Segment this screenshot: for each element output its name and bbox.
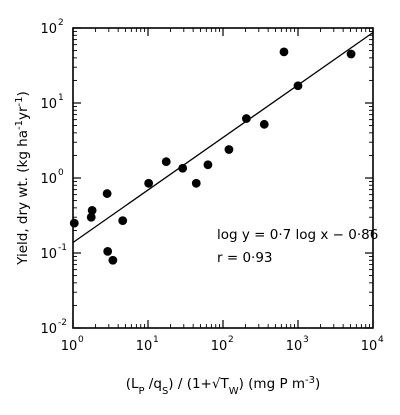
x-tick-exponent: 0: [78, 335, 84, 345]
data-point: [203, 160, 213, 170]
x-tick-label: 10: [211, 339, 228, 354]
data-point: [118, 216, 128, 226]
y-tick-label: 10: [40, 97, 57, 112]
axes: [72, 27, 374, 329]
y-tick-label: 10: [40, 322, 57, 337]
y-tick-exponent: 1: [58, 93, 64, 103]
data-point: [86, 212, 96, 222]
data-point: [108, 255, 118, 265]
data-point: [178, 163, 188, 173]
x-axis-title: (LP /qS) / (1+√TW) (mg P m-3): [126, 375, 321, 397]
data-point: [191, 178, 201, 188]
x-tick-label: 10: [136, 339, 153, 354]
y-tick-label: 10: [40, 22, 57, 37]
regression-equation: log y = 0·7 log x − 0·86: [217, 227, 378, 243]
x-tick-exponent: 1: [153, 335, 159, 345]
x-tick-exponent: 2: [228, 335, 234, 345]
plot-frame: [72, 27, 374, 329]
data-point: [279, 47, 289, 57]
y-tick-exponent: 2: [58, 18, 64, 28]
x-tick-label: 10: [61, 339, 78, 354]
x-tick-label: 10: [286, 339, 303, 354]
data-point: [69, 218, 79, 228]
x-tick-exponent: 3: [303, 335, 309, 345]
data-point: [161, 157, 171, 167]
data-point: [346, 49, 356, 59]
y-tick-label: 10: [40, 247, 57, 262]
x-tick-exponent: 4: [378, 335, 384, 345]
data-points: [69, 47, 356, 265]
y-tick-exponent: -2: [58, 318, 67, 328]
ticks: [72, 27, 374, 329]
data-point: [144, 178, 154, 188]
data-point: [259, 119, 269, 129]
data-point: [241, 114, 251, 123]
y-tick-exponent: 0: [58, 168, 64, 178]
data-point: [224, 145, 234, 154]
x-tick-label: 10: [361, 339, 378, 354]
y-axis-title: Yield, dry wt. (kg ha-1yr-1): [14, 91, 32, 266]
data-point: [103, 247, 113, 256]
y-tick-exponent: -1: [58, 243, 67, 253]
data-point: [87, 205, 97, 215]
data-point: [293, 81, 303, 91]
tick-labels: 10 0 10 1 10 2 10 3 10 410 -210 -110 010 110 2: [40, 18, 384, 354]
data-point: [102, 189, 112, 198]
correlation-coefficient: r = 0·93: [217, 250, 273, 266]
regression-line: [72, 31, 374, 244]
y-tick-label: 10: [40, 172, 57, 187]
